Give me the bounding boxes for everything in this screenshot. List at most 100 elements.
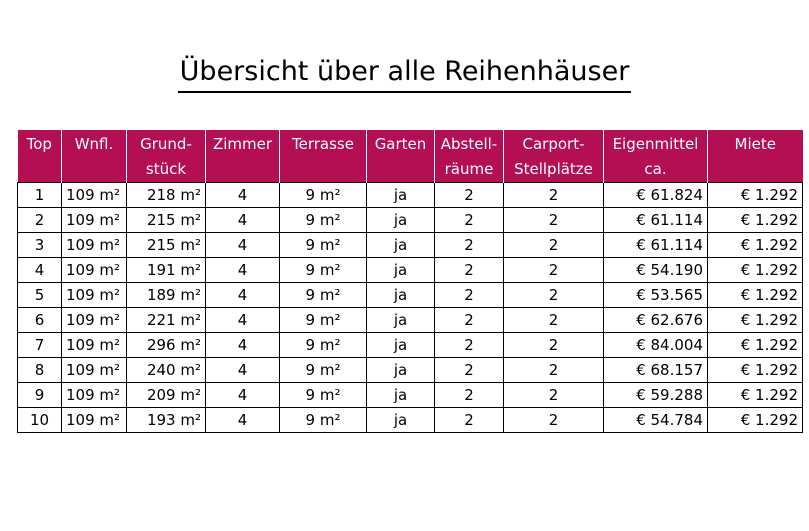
- cell-eigenmittel: € 61.824: [603, 182, 708, 208]
- cell-abstellraeume: 2: [434, 282, 504, 308]
- cell-carport-stellplaetze: 2: [503, 182, 604, 208]
- column-header-line1: Carport-: [522, 135, 585, 153]
- cell-abstellraeume: 2: [434, 407, 504, 433]
- cell-wohnflaeche: 109 m²: [61, 332, 127, 358]
- cell-garten: ja: [366, 407, 435, 433]
- cell-abstellraeume: 2: [434, 382, 504, 408]
- cell-garten: ja: [366, 332, 435, 358]
- column-header-wohnflaeche: Wnfl.: [61, 130, 127, 183]
- cell-garten: ja: [366, 357, 435, 383]
- cell-top: 9: [17, 382, 62, 408]
- column-header-miete: Miete: [707, 130, 803, 183]
- column-header-top: Top: [17, 130, 62, 183]
- column-header-garten: Garten: [366, 130, 435, 183]
- column-header-line1: Wnfl.: [74, 135, 114, 153]
- column-header-line2: stück: [145, 160, 187, 178]
- cell-wohnflaeche: 109 m²: [61, 282, 127, 308]
- column-header-line1: Garten: [374, 135, 427, 153]
- cell-garten: ja: [366, 207, 435, 233]
- cell-terrasse: 9 m²: [279, 282, 367, 308]
- cell-carport-stellplaetze: 2: [503, 257, 604, 283]
- cell-abstellraeume: 2: [434, 232, 504, 258]
- cell-carport-stellplaetze: 2: [503, 307, 604, 333]
- cell-top: 7: [17, 332, 62, 358]
- cell-miete: € 1.292: [707, 382, 803, 408]
- cell-eigenmittel: € 54.190: [603, 257, 708, 283]
- cell-grundstueck: 218 m²: [126, 182, 206, 208]
- cell-grundstueck: 296 m²: [126, 332, 206, 358]
- column-header-line1: Eigenmittel: [612, 135, 699, 153]
- cell-miete: € 1.292: [707, 307, 803, 333]
- cell-zimmer: 4: [205, 307, 280, 333]
- cell-zimmer: 4: [205, 332, 280, 358]
- cell-eigenmittel: € 59.288: [603, 382, 708, 408]
- cell-garten: ja: [366, 232, 435, 258]
- cell-grundstueck: 215 m²: [126, 207, 206, 233]
- cell-eigenmittel: € 61.114: [603, 207, 708, 233]
- cell-eigenmittel: € 68.157: [603, 357, 708, 383]
- table-row: 4 109 m² 191 m² 4 9 m² ja 2 2 € 54.190 € 1.292: [17, 257, 803, 283]
- column-header-line1: Miete: [734, 135, 776, 153]
- column-header-line2: Stellplätze: [514, 160, 593, 178]
- column-header-line2: räume: [444, 160, 494, 178]
- page-title: Übersicht über alle Reihenhäuser: [0, 52, 809, 93]
- cell-eigenmittel: € 61.114: [603, 232, 708, 258]
- cell-carport-stellplaetze: 2: [503, 357, 604, 383]
- cell-eigenmittel: € 84.004: [603, 332, 708, 358]
- cell-abstellraeume: 2: [434, 332, 504, 358]
- cell-top: 6: [17, 307, 62, 333]
- cell-abstellraeume: 2: [434, 182, 504, 208]
- cell-eigenmittel: € 54.784: [603, 407, 708, 433]
- cell-carport-stellplaetze: 2: [503, 332, 604, 358]
- cell-top: 10: [17, 407, 62, 433]
- table-row: 6 109 m² 221 m² 4 9 m² ja 2 2 € 62.676 € 1.292: [17, 307, 803, 333]
- cell-miete: € 1.292: [707, 257, 803, 283]
- cell-top: 5: [17, 282, 62, 308]
- cell-carport-stellplaetze: 2: [503, 382, 604, 408]
- houses-table: Top Wnfl. Grund-stück Zimmer Terrasse Garten A…: [17, 130, 803, 433]
- cell-zimmer: 4: [205, 182, 280, 208]
- table-row: 10 109 m² 193 m² 4 9 m² ja 2 2 € 54.784 € 1.292: [17, 407, 803, 433]
- cell-miete: € 1.292: [707, 407, 803, 433]
- cell-abstellraeume: 2: [434, 357, 504, 383]
- cell-top: 1: [17, 182, 62, 208]
- table-row: 8 109 m² 240 m² 4 9 m² ja 2 2 € 68.157 € 1.292: [17, 357, 803, 383]
- cell-grundstueck: 221 m²: [126, 307, 206, 333]
- cell-garten: ja: [366, 282, 435, 308]
- cell-terrasse: 9 m²: [279, 332, 367, 358]
- cell-top: 2: [17, 207, 62, 233]
- cell-wohnflaeche: 109 m²: [61, 182, 127, 208]
- cell-terrasse: 9 m²: [279, 257, 367, 283]
- cell-top: 3: [17, 232, 62, 258]
- cell-zimmer: 4: [205, 207, 280, 233]
- column-header-line1: Terrasse: [292, 135, 354, 153]
- cell-grundstueck: 215 m²: [126, 232, 206, 258]
- cell-zimmer: 4: [205, 257, 280, 283]
- cell-garten: ja: [366, 382, 435, 408]
- column-header-line1: Grund-: [140, 135, 192, 153]
- column-header-terrasse: Terrasse: [279, 130, 367, 183]
- cell-terrasse: 9 m²: [279, 357, 367, 383]
- table-row: 3 109 m² 215 m² 4 9 m² ja 2 2 € 61.114 € 1.292: [17, 232, 803, 258]
- column-header-line2: ca.: [644, 160, 667, 178]
- cell-miete: € 1.292: [707, 182, 803, 208]
- cell-wohnflaeche: 109 m²: [61, 407, 127, 433]
- cell-wohnflaeche: 109 m²: [61, 382, 127, 408]
- cell-grundstueck: 209 m²: [126, 382, 206, 408]
- table-header: Top Wnfl. Grund-stück Zimmer Terrasse Garten A…: [17, 130, 803, 183]
- table-row: 7 109 m² 296 m² 4 9 m² ja 2 2 € 84.004 € 1.292: [17, 332, 803, 358]
- column-header-carport-stellplaetze: Carport- Stellplätze: [503, 130, 604, 183]
- page-title-text: Übersicht über alle Reihenhäuser: [177, 54, 632, 93]
- cell-garten: ja: [366, 257, 435, 283]
- cell-carport-stellplaetze: 2: [503, 232, 604, 258]
- cell-garten: ja: [366, 182, 435, 208]
- column-header-zimmer: Zimmer: [205, 130, 280, 183]
- cell-grundstueck: 191 m²: [126, 257, 206, 283]
- cell-miete: € 1.292: [707, 332, 803, 358]
- column-header-abstellraeume: Abstell-räume: [434, 130, 504, 183]
- cell-zimmer: 4: [205, 282, 280, 308]
- cell-abstellraeume: 2: [434, 207, 504, 233]
- cell-miete: € 1.292: [707, 282, 803, 308]
- column-header-eigenmittel: Eigenmittel ca.: [603, 130, 708, 183]
- cell-carport-stellplaetze: 2: [503, 207, 604, 233]
